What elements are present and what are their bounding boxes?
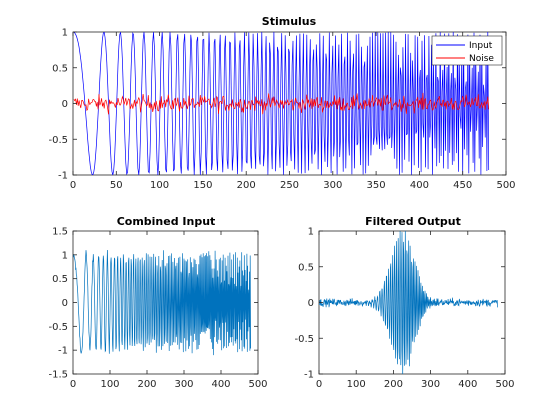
combined-input-axes: Combined Input 0 100 200 300 400 500 -1.5 -1 -0.… [48,215,267,390]
combined-input-ticks: 0 100 200 300 400 500 -1.5 -1 -0.5 0 0.5 1 1.5 [48,227,267,391]
x-tick-label: 500 [248,379,267,390]
x-tick-label: 100 [347,379,366,390]
x-tick-label: 350 [367,180,386,191]
series-line-series-0 [319,231,498,374]
x-tick-label: 300 [323,180,342,191]
filtered-output-series [319,231,498,374]
combined-input-title: Combined Input [117,215,216,228]
x-tick-label: 200 [384,379,403,390]
stimulus-axes: Stimulus 0 50 100 150 200 250 300 350 400 450 500 -… [48,15,515,191]
y-tick-label: 0.5 [52,63,68,74]
x-tick-label: 400 [211,379,230,390]
x-tick-label: 300 [174,379,193,390]
x-tick-label: 0 [316,379,322,390]
x-tick-label: 500 [495,379,514,390]
y-tick-label: -0.5 [294,334,314,345]
x-tick-label: 200 [137,379,156,390]
x-tick-label: 100 [100,379,119,390]
combined-input-series [73,249,251,356]
y-tick-label: -1 [58,171,68,182]
y-tick-label: 1.5 [52,227,68,238]
stimulus-ticks: 0 50 100 150 200 250 300 350 400 450 500 -1 -0.5 0 0.5… [48,28,515,192]
y-tick-label: -0.5 [48,135,68,146]
series-line-input [73,32,490,175]
y-tick-label: -0.5 [48,322,68,333]
filtered-output-title: Filtered Output [365,215,461,228]
x-tick-label: 0 [70,180,76,191]
y-tick-label: 0.5 [52,274,68,285]
legend-input-label: Input [469,41,493,51]
legend-noise-label: Noise [469,54,494,64]
stimulus-legend: Input Noise [431,35,503,66]
x-tick-label: 400 [410,180,429,191]
y-tick-label: 0 [62,99,68,110]
x-tick-label: 0 [70,379,76,390]
x-tick-label: 50 [110,180,123,191]
y-tick-label: -1.5 [48,370,68,381]
x-tick-label: 500 [496,180,515,191]
filtered-output-ticks: 0 100 200 300 400 500 -1 -0.5 0 0.5 1 [294,227,514,391]
x-tick-label: 300 [421,379,440,390]
x-tick-label: 200 [237,180,256,191]
x-tick-label: 450 [453,180,472,191]
y-tick-label: 1 [62,250,68,261]
legend-box [431,35,503,66]
series-line-series-0 [73,249,251,356]
y-tick-label: 0.5 [298,262,314,273]
y-tick-label: 1 [308,227,314,238]
series-line-noise [73,92,490,115]
y-tick-label: -1 [58,346,68,357]
x-tick-label: 400 [458,379,477,390]
x-tick-label: 100 [150,180,169,191]
x-tick-label: 250 [280,180,299,191]
y-tick-label: -1 [304,370,314,381]
y-tick-label: 0 [308,298,314,309]
y-tick-label: 0 [62,298,68,309]
y-tick-label: 1 [62,28,68,39]
stimulus-title: Stimulus [262,15,317,28]
x-tick-label: 150 [193,180,212,191]
filtered-output-axes: Filtered Output 0 100 200 300 400 500-1-0.500… [294,215,514,390]
stimulus-series [73,32,490,175]
